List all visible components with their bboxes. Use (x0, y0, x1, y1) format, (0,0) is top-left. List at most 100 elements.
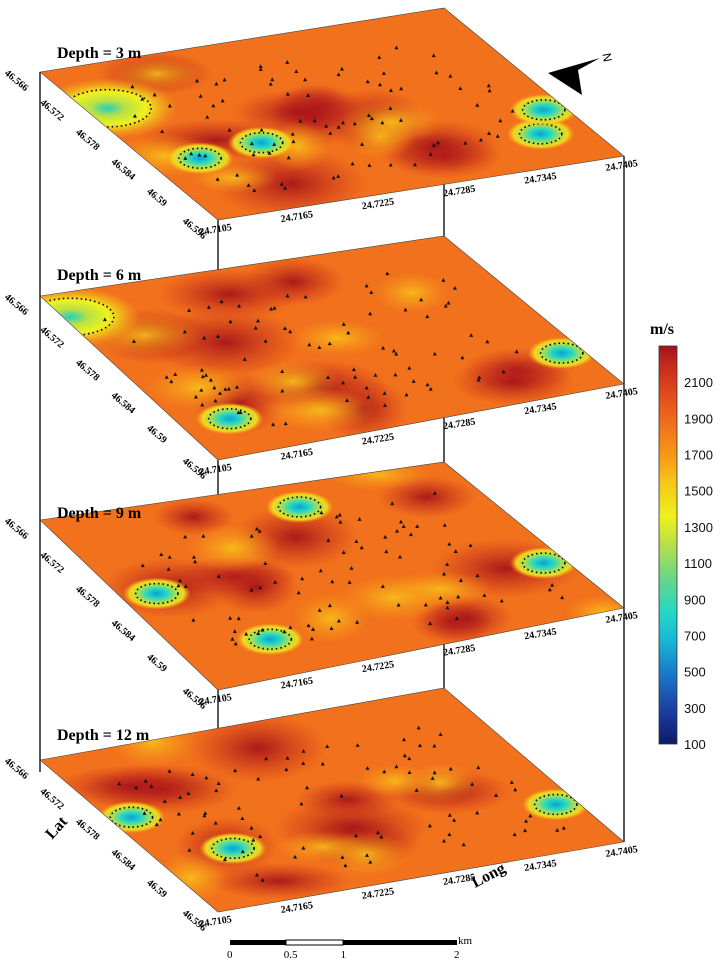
station-marker (193, 394, 198, 399)
station-marker (402, 737, 407, 742)
station-marker (318, 568, 323, 573)
y-tick-label: 46.572 (38, 550, 66, 576)
station-marker (223, 387, 228, 391)
station-marker (258, 585, 263, 590)
station-marker (460, 355, 465, 360)
station-marker (264, 756, 269, 761)
station-marker (222, 857, 227, 862)
station-marker (183, 156, 188, 160)
station-marker (411, 379, 416, 383)
north-arrow: N (548, 52, 615, 95)
station-marker (203, 811, 208, 815)
y-tick-label: 46.578 (73, 127, 101, 153)
station-marker (167, 554, 172, 559)
station-marker (431, 143, 436, 147)
station-marker (336, 174, 341, 178)
station-marker (369, 290, 374, 294)
velocity-contour (134, 582, 179, 605)
colorbar-title: m/s (650, 321, 674, 338)
high-velocity-zone (242, 257, 345, 306)
station-marker (237, 303, 242, 308)
medium-velocity-zone (373, 271, 451, 314)
station-marker (476, 765, 481, 770)
station-marker (183, 534, 188, 539)
high-velocity-zone (188, 713, 328, 783)
station-marker (236, 410, 241, 415)
station-marker (216, 781, 221, 786)
station-marker (202, 335, 207, 340)
station-marker (428, 386, 433, 391)
x-tick-label: 24.7165 (280, 447, 314, 463)
station-marker (336, 618, 341, 623)
station-marker (324, 123, 329, 128)
medium-velocity-zone (143, 364, 254, 411)
station-marker (364, 853, 369, 857)
station-marker (365, 79, 370, 84)
station-marker (417, 743, 422, 748)
station-marker (438, 595, 443, 600)
station-marker (391, 348, 396, 353)
station-marker (384, 549, 389, 554)
high-velocity-zone (451, 358, 575, 406)
x-tick-label: 24.7405 (605, 610, 639, 626)
y-tick-label: 46.584 (109, 390, 137, 416)
station-marker (256, 776, 261, 781)
station-marker (197, 152, 202, 157)
station-marker (357, 517, 362, 521)
station-marker (260, 878, 265, 882)
station-marker (368, 311, 373, 316)
station-marker (249, 825, 254, 830)
y-tick-label: 46.572 (38, 786, 66, 812)
y-tick-label: 46.572 (38, 325, 66, 351)
y-tick-label: 46.584 (109, 157, 137, 183)
station-marker (461, 842, 466, 847)
station-marker (434, 70, 439, 75)
station-marker (560, 595, 565, 600)
station-marker (394, 351, 399, 356)
depth-title-9m: Depth = 9 m (57, 505, 142, 522)
station-marker (447, 832, 452, 837)
x-tick-label: 24.7285 (442, 643, 476, 659)
north-arrow-label: N (600, 52, 615, 63)
station-marker (381, 345, 386, 350)
station-marker (214, 788, 219, 793)
y-tick-label: 46.596 (180, 216, 208, 242)
station-marker (349, 566, 354, 570)
station-marker (468, 543, 473, 548)
station-marker (448, 73, 453, 78)
y-tick-label: 46.596 (180, 908, 208, 934)
medium-velocity-zone (321, 831, 411, 877)
station-marker (423, 602, 428, 607)
scale-label: 1 (341, 949, 347, 961)
station-marker (191, 617, 196, 622)
colorbar-tick: 1700 (684, 448, 713, 463)
station-marker (227, 127, 232, 132)
station-marker (213, 398, 218, 403)
station-marker (346, 330, 351, 335)
station-marker (199, 387, 204, 392)
scale-seg-1 (230, 940, 286, 945)
station-marker (272, 305, 277, 310)
medium-velocity-zone (338, 574, 448, 621)
colorbar-tick: 1300 (684, 520, 713, 535)
station-marker (382, 391, 387, 395)
station-marker (379, 834, 384, 839)
station-marker (236, 805, 241, 810)
station-marker (339, 793, 344, 798)
layer-depth-3m (39, 7, 625, 221)
station-marker (285, 293, 290, 298)
station-marker (475, 573, 480, 578)
station-marker (398, 118, 403, 122)
station-marker (213, 820, 218, 825)
station-marker (178, 795, 183, 799)
y-tick-label: 46.584 (109, 847, 137, 873)
station-marker (307, 342, 312, 347)
colorbar-tick-labels: 2100 1900 1700 1500 1300 1100 900 700 500 300 100 (684, 375, 713, 752)
station-marker (341, 120, 346, 125)
station-marker (494, 793, 499, 797)
station-marker (267, 150, 272, 155)
medium-velocity-zone (185, 524, 280, 572)
low-velocity-zone (122, 577, 191, 610)
station-marker (236, 616, 241, 621)
station-marker (198, 94, 203, 98)
